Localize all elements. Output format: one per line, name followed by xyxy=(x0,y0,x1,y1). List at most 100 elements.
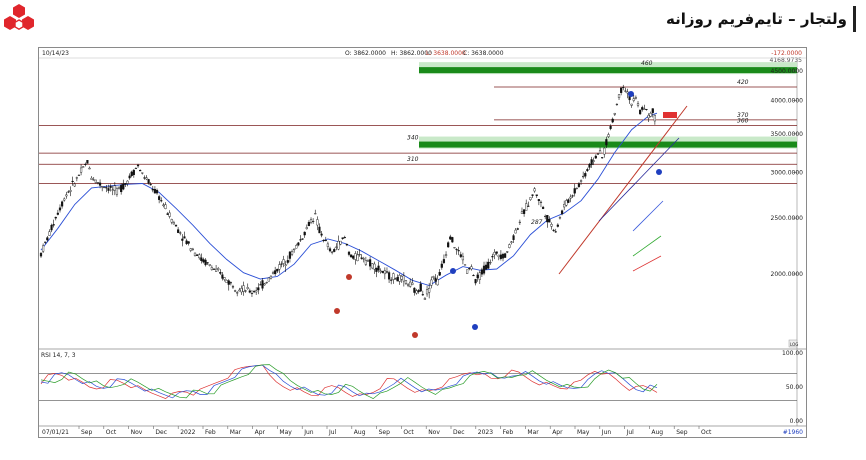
candle-body xyxy=(263,283,266,286)
candle-body xyxy=(206,262,209,264)
candle-body xyxy=(525,203,528,211)
candle-body xyxy=(242,285,245,292)
candle-body xyxy=(240,288,243,293)
candle-body xyxy=(122,183,125,190)
candle-body xyxy=(265,282,268,284)
candle-body xyxy=(461,255,465,261)
candle-body xyxy=(584,173,587,177)
candle-body xyxy=(381,270,384,273)
candle-body xyxy=(58,207,62,211)
candle-body xyxy=(577,183,581,187)
projection-line-red xyxy=(632,255,662,272)
candle-body xyxy=(299,239,302,241)
candle-body xyxy=(200,257,203,261)
last-price: 4168.9735 xyxy=(770,57,803,64)
candle-body xyxy=(421,294,424,296)
candle-body xyxy=(411,282,414,285)
candle-body xyxy=(544,215,547,217)
stock-chart[interactable]: 10/14/23 O: 3862.0000 H: 3862.0000 L: 36… xyxy=(38,47,807,438)
candle-body xyxy=(552,229,555,231)
candle-body xyxy=(575,187,578,189)
candle-body xyxy=(385,271,389,273)
candle-body xyxy=(436,279,439,286)
candle-body xyxy=(476,274,479,279)
candle-body xyxy=(634,97,638,99)
candle-body xyxy=(307,222,311,227)
candle-body xyxy=(219,271,222,274)
candle-body xyxy=(181,238,184,241)
candle-body xyxy=(343,237,346,239)
wave-marker-2 xyxy=(472,324,478,330)
candle-body xyxy=(383,270,386,275)
candle-body xyxy=(174,224,178,227)
log-scale-toggle[interactable] xyxy=(788,339,798,348)
candle-body xyxy=(586,169,589,172)
candle-body xyxy=(225,279,228,283)
candle-body xyxy=(84,163,87,165)
candle-body xyxy=(101,186,104,188)
candle-body xyxy=(86,160,89,164)
candle-body xyxy=(341,237,344,239)
candle-body xyxy=(651,108,654,113)
candle-body xyxy=(609,125,612,129)
candle-body xyxy=(603,147,606,155)
candle-body xyxy=(328,248,332,252)
candle-body xyxy=(231,286,235,288)
wave-marker-a xyxy=(334,308,340,314)
candle-body xyxy=(65,194,68,197)
candle-body xyxy=(286,260,289,263)
candle-body xyxy=(212,268,216,270)
candle-body xyxy=(531,194,534,196)
candle-body xyxy=(276,268,279,272)
candle-body xyxy=(516,228,519,230)
candle-body xyxy=(539,201,543,203)
candle-body xyxy=(447,242,450,248)
candle-body xyxy=(598,150,602,154)
candle-body xyxy=(301,238,304,240)
candle-body xyxy=(246,287,249,289)
candle-body xyxy=(438,272,441,276)
candle-body xyxy=(415,290,418,294)
candle-body xyxy=(198,254,201,259)
wave-label-287: 287 xyxy=(531,219,543,226)
y-tick-label: 4000.0000 xyxy=(771,97,804,104)
candle-body xyxy=(179,232,182,234)
rsi-panel: RSI 14, 7, 3 100.00 50.00 0.00 xyxy=(39,350,803,425)
candle-body xyxy=(611,118,614,123)
ohlc-close: C: 3638.0000 xyxy=(463,50,504,57)
candle-body xyxy=(550,224,553,227)
candle-body xyxy=(375,267,378,272)
level-band-core-340 xyxy=(419,141,797,148)
candle-body xyxy=(149,184,152,186)
candle-body xyxy=(208,264,211,266)
candle-body xyxy=(601,157,604,159)
candle-body xyxy=(527,205,530,207)
candle-body xyxy=(569,196,572,199)
candle-body xyxy=(487,261,490,269)
candle-body xyxy=(288,251,292,259)
candle-body xyxy=(428,288,431,293)
candle-body xyxy=(221,274,224,279)
candle-body xyxy=(82,166,85,168)
wave-marker-b xyxy=(346,274,352,280)
candle-body xyxy=(641,107,644,110)
candle-body xyxy=(324,240,327,242)
candle-body xyxy=(42,245,45,252)
rsi-y-tick-label: 100.00 xyxy=(782,350,803,357)
candle-body xyxy=(147,179,150,184)
candle-body xyxy=(444,254,448,256)
candle-body xyxy=(554,231,557,233)
candle-body xyxy=(109,185,112,188)
candle-body xyxy=(455,249,458,251)
candle-body xyxy=(94,179,97,183)
candle-body xyxy=(360,257,363,259)
candle-body xyxy=(404,280,408,284)
x-tick-label: Apr xyxy=(552,429,563,436)
candle-body xyxy=(474,279,477,284)
candle-body xyxy=(238,289,241,292)
x-tick-label: Jul xyxy=(328,429,337,436)
candle-body xyxy=(60,201,64,207)
candle-body xyxy=(402,275,405,282)
candle-body xyxy=(579,180,583,182)
